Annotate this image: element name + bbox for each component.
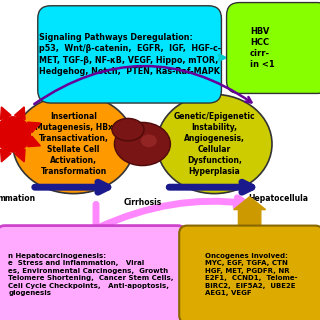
Polygon shape — [1, 149, 11, 162]
Text: HBV
HCC
cirr-
in <1: HBV HCC cirr- in <1 — [250, 27, 275, 69]
Ellipse shape — [13, 94, 134, 194]
FancyArrow shape — [234, 197, 266, 229]
FancyBboxPatch shape — [38, 6, 221, 103]
Polygon shape — [28, 136, 40, 147]
Polygon shape — [1, 107, 11, 120]
FancyArrowPatch shape — [99, 198, 245, 228]
FancyBboxPatch shape — [227, 3, 320, 93]
Text: Cirrhosis: Cirrhosis — [123, 198, 162, 207]
Polygon shape — [15, 107, 25, 120]
Ellipse shape — [115, 122, 171, 166]
Text: Hepatocellula: Hepatocellula — [248, 194, 308, 203]
Text: Oncogenes Involved:
MYC, EGF, TGFA, CTN
HGF, MET, PGDFR, NR
E2F1,  CCND1,  Telom: Oncogenes Involved: MYC, EGF, TGFA, CTN … — [205, 253, 298, 296]
FancyBboxPatch shape — [179, 226, 320, 320]
Text: Signaling Pathways Deregulation:
p53,  Wnt/β-catenin,  EGFR,  IGF,  HGF-c-
MET, : Signaling Pathways Deregulation: p53, Wn… — [39, 33, 220, 76]
FancyArrowPatch shape — [34, 66, 252, 104]
Text: Insertional
Mutagenesis, HBx
Transactivation,
Stellate Cell
Activation,
Transfor: Insertional Mutagenesis, HBx Transactiva… — [35, 112, 113, 176]
Text: mmation: mmation — [0, 194, 35, 203]
FancyArrowPatch shape — [219, 55, 224, 60]
Circle shape — [0, 117, 30, 152]
Ellipse shape — [112, 118, 144, 141]
Polygon shape — [15, 149, 25, 162]
Polygon shape — [28, 122, 40, 132]
Text: n Hepatocarcinogenesis:
e  Stress and Inflammation,   Viral
es, Environmental Ca: n Hepatocarcinogenesis: e Stress and Inf… — [8, 253, 174, 296]
Text: Genetic/Epigenetic
Instability,
Angiogenesis,
Cellular
Dysfunction,
Hyperplasia: Genetic/Epigenetic Instability, Angiogen… — [173, 112, 255, 176]
FancyBboxPatch shape — [0, 226, 186, 320]
Ellipse shape — [141, 134, 157, 147]
Ellipse shape — [157, 94, 272, 194]
